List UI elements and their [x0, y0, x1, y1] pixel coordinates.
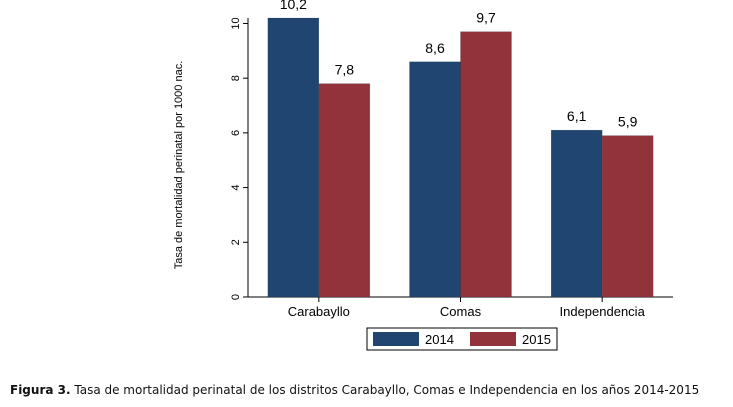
bar-carabayllo-2015	[318, 83, 371, 298]
bar-value-label: 5,9	[618, 114, 638, 130]
legend: 2014 2015	[366, 327, 558, 351]
x-tick-label: Comas	[440, 304, 482, 319]
legend-swatch-2014	[373, 332, 419, 346]
figure-caption: Figura 3. Tasa de mortalidad perinatal d…	[10, 383, 699, 397]
bar-independencia-2015	[601, 135, 654, 298]
y-tick-label: 10	[230, 17, 242, 29]
bar-comas-2015	[460, 31, 512, 298]
bar-comas-2014	[409, 61, 461, 298]
y-axis: 0 2 4 6 8 10	[230, 17, 248, 300]
y-tick-label: 6	[230, 130, 242, 136]
y-tick-label: 0	[230, 294, 242, 300]
y-axis-label: Tasa de mortalidad perinatal por 1000 na…	[173, 61, 185, 270]
bar-carabayllo-2014	[267, 17, 320, 298]
legend-swatch-2015	[470, 332, 516, 346]
y-tick-label: 8	[230, 75, 242, 81]
y-tick-label: 4	[230, 185, 242, 191]
bar-value-label: 10,2	[280, 0, 307, 12]
bar-independencia-2014	[550, 129, 603, 298]
bar-value-label: 8,6	[425, 40, 445, 56]
x-tick-label: Independencia	[560, 304, 646, 319]
bar-labels: 10,2 7,8 8,6 9,7 6,1 5,9	[280, 0, 638, 130]
bar-value-label: 9,7	[476, 10, 496, 26]
caption-prefix: Figura 3.	[10, 383, 71, 397]
legend-label-2015: 2015	[522, 332, 551, 347]
x-axis: Carabayllo Comas Independencia	[288, 297, 646, 319]
caption-text: Tasa de mortalidad perinatal de los dist…	[74, 383, 700, 397]
bar-value-label: 6,1	[567, 108, 587, 124]
legend-label-2014: 2014	[425, 332, 454, 347]
bars	[267, 17, 654, 298]
y-tick-label: 2	[230, 239, 242, 245]
bar-value-label: 7,8	[335, 62, 355, 78]
x-tick-label: Carabayllo	[288, 304, 350, 319]
